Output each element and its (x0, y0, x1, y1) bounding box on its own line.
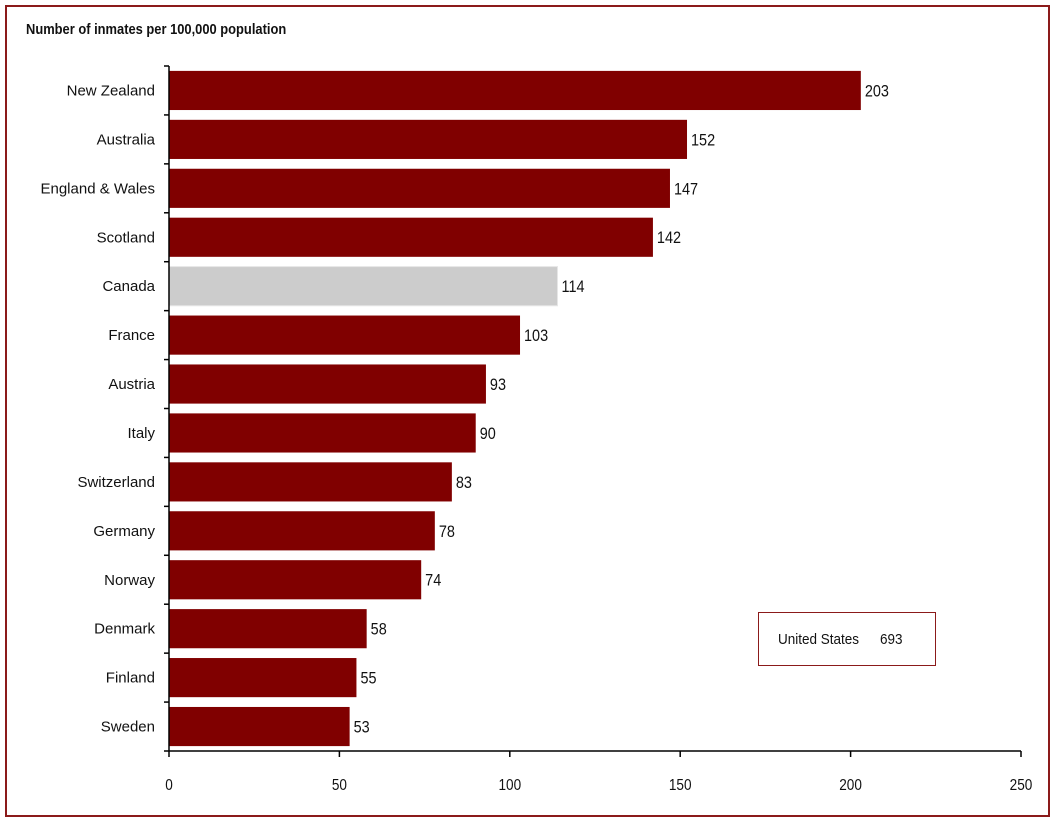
data-label: 90 (480, 425, 496, 443)
category-label: Canada (102, 278, 155, 295)
category-label: Finland (106, 670, 155, 687)
data-label: 58 (371, 621, 387, 639)
category-label: Sweden (101, 719, 155, 736)
bar-canada (168, 266, 559, 307)
x-tick-label: 0 (165, 777, 173, 794)
annotation-box: United States 693 (758, 612, 936, 666)
bar-sweden (169, 706, 350, 747)
chart-frame (5, 5, 1050, 817)
data-label: 74 (425, 572, 441, 590)
data-label: 55 (360, 670, 376, 688)
chart-title: Number of inmates per 100,000 population (26, 21, 287, 38)
category-label: Australia (97, 131, 156, 148)
category-label: Scotland (97, 229, 155, 246)
data-label: 147 (674, 180, 698, 198)
category-label: Germany (93, 523, 155, 540)
bar-denmark (169, 609, 367, 649)
bar-new-zealand (169, 70, 861, 111)
x-tick-label: 200 (839, 777, 862, 794)
bar-switzerland (169, 462, 452, 502)
x-tick-label: 50 (332, 777, 347, 794)
data-label: 93 (490, 376, 506, 394)
data-label: 103 (524, 327, 548, 345)
data-label: 114 (562, 278, 585, 296)
x-tick-label: 150 (669, 777, 692, 794)
bar-france (169, 315, 521, 355)
bar-germany (169, 511, 435, 551)
category-label: France (108, 327, 155, 344)
category-label: New Zealand (67, 82, 155, 99)
annotation-value: 693 (880, 630, 903, 648)
bar-australia (169, 119, 688, 159)
bar-scotland (169, 217, 653, 257)
category-label: Austria (108, 376, 155, 393)
bar-italy (169, 413, 476, 453)
data-label: 83 (456, 474, 472, 492)
x-tick-label: 100 (498, 777, 521, 794)
x-tick-label: 250 (1010, 777, 1033, 794)
category-label: Italy (127, 425, 155, 442)
data-label: 78 (439, 523, 455, 541)
category-label: Switzerland (77, 474, 155, 491)
data-label: 142 (657, 229, 681, 247)
bar-norway (169, 560, 422, 600)
data-label: 152 (691, 131, 715, 149)
data-label: 203 (865, 82, 889, 100)
data-label: 53 (354, 719, 370, 737)
annotation-label: United States (778, 630, 860, 648)
bar-finland (169, 658, 357, 698)
bar-england-wales (169, 168, 670, 208)
category-label: Norway (104, 572, 155, 589)
category-label: England & Wales (40, 180, 155, 197)
category-label: Denmark (94, 621, 155, 638)
bar-austria (169, 364, 486, 404)
